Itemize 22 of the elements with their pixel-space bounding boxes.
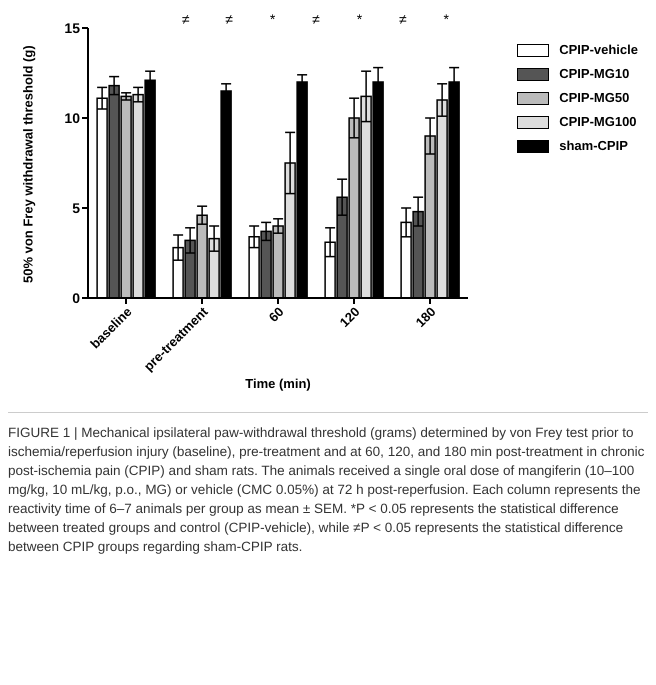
text: * <box>444 11 450 27</box>
text: * <box>270 11 276 27</box>
text: * <box>356 11 363 27</box>
y-tick-label: 10 <box>64 110 80 126</box>
legend-label: CPIP-MG10 <box>559 65 630 83</box>
x-tick-label: 60 <box>266 304 287 325</box>
y-tick-label: 5 <box>72 200 80 216</box>
legend-label: CPIP-MG50 <box>559 89 630 107</box>
x-axis-title: Time (min) <box>245 376 311 391</box>
x-tick-label: 120 <box>336 304 363 330</box>
x-tick-label: 180 <box>412 304 439 330</box>
y-tick-label: 15 <box>64 20 80 36</box>
text: ≠ <box>182 11 190 27</box>
text: ≠ <box>399 11 408 27</box>
y-tick-label: 0 <box>72 290 80 306</box>
y-axis-title: 50% von Frey withdrawal threshold (g) <box>20 45 36 283</box>
text: ≠ <box>225 11 234 27</box>
legend-label: sham-CPIP <box>559 137 628 155</box>
caption: FIGURE 1 | Mechanical ipsilateral paw-withdrawal threshold (grams) determined by von Frey test prior to ischemia/reperfusion injury (baseline), pre-treatment and at 60, 120, and 180 min post-treatment in chronic post-ischemia pain (CPIP) and sham rats. The animals received a single oral dose of mangiferin (10–100 mg/kg, 10 mL/kg, p.o., MG) or vehicle (CMC 0.05%) at 72 h post-reperfusion. Each column represents the reactivity time of 6–7 animals per group as mean ± SEM. *P < 0.05 represents the statistical difference between treated groups and control (CPIP-vehicle), while ≠P < 0.05 represents the statistical difference between CPIP groups regarding sham-CPIP rats. <box>8 412 648 556</box>
legend-label: CPIP-vehicle <box>559 41 638 59</box>
legend-label: CPIP-MG100 <box>559 113 637 131</box>
text: ≠ <box>312 11 320 27</box>
